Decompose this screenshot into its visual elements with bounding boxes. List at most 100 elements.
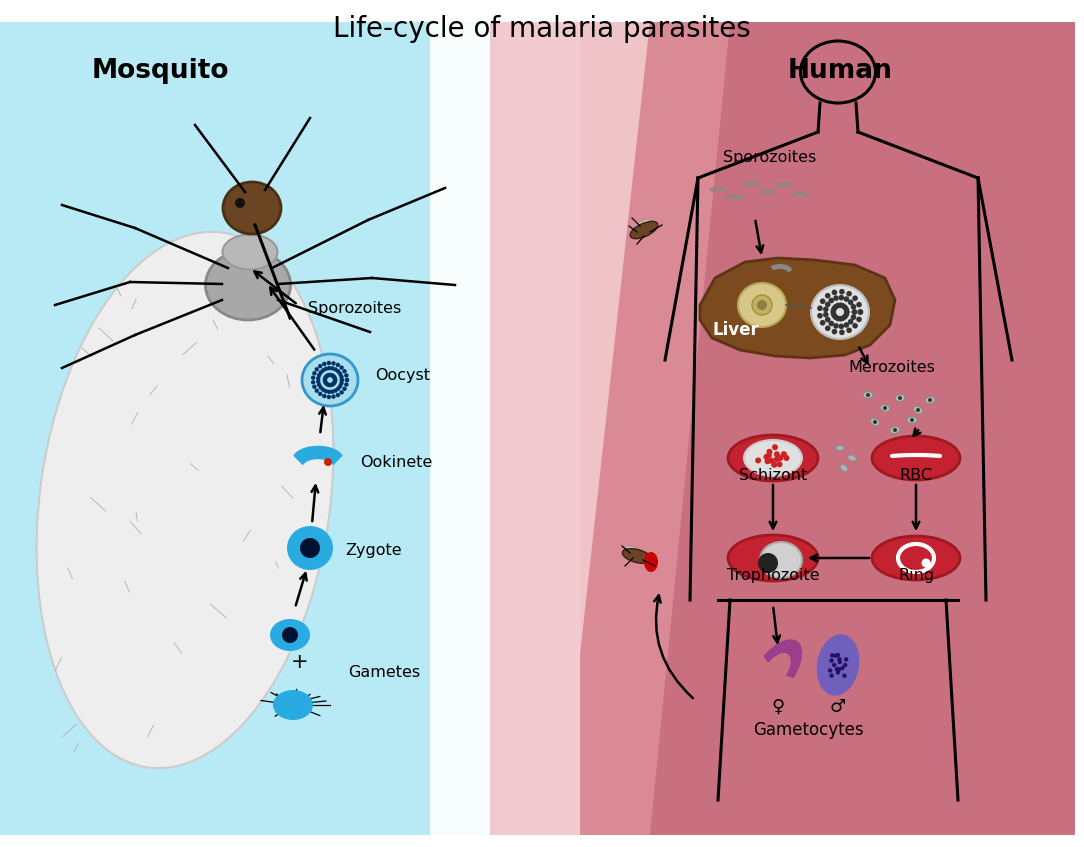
Circle shape: [769, 457, 774, 464]
Circle shape: [831, 290, 837, 295]
Circle shape: [771, 462, 777, 468]
Circle shape: [817, 313, 823, 318]
Polygon shape: [709, 186, 727, 192]
Ellipse shape: [872, 436, 960, 480]
Circle shape: [843, 663, 848, 667]
Circle shape: [332, 395, 336, 399]
Text: Sporozoites: Sporozoites: [723, 150, 816, 165]
Circle shape: [319, 385, 323, 390]
Circle shape: [840, 315, 846, 321]
Circle shape: [326, 383, 331, 387]
Circle shape: [837, 667, 841, 672]
Circle shape: [851, 314, 856, 320]
Ellipse shape: [848, 455, 856, 462]
Circle shape: [757, 300, 767, 310]
Circle shape: [836, 316, 841, 321]
Circle shape: [324, 374, 328, 379]
Ellipse shape: [287, 526, 333, 570]
Ellipse shape: [302, 354, 358, 406]
Circle shape: [345, 378, 349, 382]
Text: ♂: ♂: [830, 698, 847, 716]
Ellipse shape: [206, 250, 291, 320]
Polygon shape: [0, 22, 495, 835]
Text: Trophozoite: Trophozoite: [726, 568, 820, 583]
Polygon shape: [771, 264, 792, 273]
Ellipse shape: [840, 464, 848, 472]
Circle shape: [322, 362, 326, 366]
Circle shape: [312, 385, 317, 389]
Circle shape: [332, 374, 336, 379]
Circle shape: [235, 198, 245, 208]
Circle shape: [830, 308, 836, 313]
Ellipse shape: [633, 219, 651, 235]
Polygon shape: [759, 190, 777, 195]
Circle shape: [336, 386, 340, 391]
Circle shape: [318, 391, 322, 396]
Ellipse shape: [744, 440, 802, 476]
Ellipse shape: [223, 182, 281, 234]
Ellipse shape: [273, 690, 313, 720]
Circle shape: [317, 379, 321, 384]
Circle shape: [345, 378, 349, 382]
Circle shape: [825, 317, 830, 323]
Ellipse shape: [914, 406, 922, 414]
Circle shape: [843, 312, 849, 318]
Text: Ring: Ring: [898, 568, 934, 583]
Circle shape: [332, 380, 336, 385]
Circle shape: [851, 304, 856, 310]
Circle shape: [898, 396, 902, 400]
Ellipse shape: [863, 391, 873, 398]
Circle shape: [774, 451, 779, 457]
Polygon shape: [294, 446, 343, 465]
Circle shape: [322, 394, 326, 398]
Ellipse shape: [728, 435, 818, 481]
Circle shape: [325, 374, 330, 378]
Ellipse shape: [870, 418, 880, 426]
Ellipse shape: [624, 546, 645, 560]
Circle shape: [825, 325, 830, 331]
Circle shape: [312, 371, 317, 375]
Circle shape: [324, 458, 332, 466]
Text: Human: Human: [788, 58, 892, 84]
Circle shape: [324, 381, 328, 385]
Circle shape: [831, 313, 837, 318]
Ellipse shape: [738, 283, 786, 327]
Circle shape: [331, 374, 335, 378]
Circle shape: [836, 670, 840, 674]
Text: ♀: ♀: [772, 698, 785, 716]
Circle shape: [339, 365, 344, 370]
Circle shape: [333, 368, 338, 372]
Circle shape: [893, 428, 896, 432]
Circle shape: [339, 378, 344, 382]
Circle shape: [839, 289, 844, 295]
Circle shape: [318, 364, 322, 368]
Polygon shape: [763, 639, 802, 678]
Circle shape: [838, 302, 843, 308]
Circle shape: [332, 361, 336, 366]
Ellipse shape: [37, 232, 334, 768]
Circle shape: [834, 653, 838, 658]
Circle shape: [314, 389, 319, 393]
Circle shape: [338, 372, 343, 376]
Circle shape: [777, 455, 784, 461]
Circle shape: [765, 452, 772, 458]
Text: Life-cycle of malaria parasites: Life-cycle of malaria parasites: [333, 15, 751, 43]
Circle shape: [847, 328, 852, 333]
Circle shape: [840, 303, 846, 308]
Circle shape: [831, 306, 837, 311]
Circle shape: [834, 314, 839, 320]
Ellipse shape: [895, 395, 905, 401]
Circle shape: [873, 420, 877, 424]
Circle shape: [847, 291, 852, 296]
Circle shape: [311, 375, 315, 380]
Circle shape: [328, 383, 333, 387]
Circle shape: [844, 657, 849, 662]
Ellipse shape: [836, 445, 844, 451]
Circle shape: [319, 370, 323, 374]
Circle shape: [866, 393, 870, 397]
Polygon shape: [700, 258, 895, 358]
Circle shape: [756, 457, 761, 463]
Circle shape: [326, 395, 331, 399]
Circle shape: [928, 398, 932, 402]
Circle shape: [763, 454, 770, 460]
